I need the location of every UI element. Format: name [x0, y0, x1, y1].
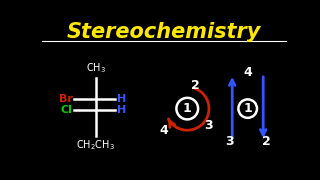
Text: H: H — [117, 94, 126, 104]
Text: 3: 3 — [225, 135, 233, 148]
Text: 2: 2 — [262, 135, 271, 148]
Text: 3: 3 — [204, 119, 213, 132]
Text: Stereochemistry: Stereochemistry — [67, 22, 261, 42]
Text: 4: 4 — [160, 124, 168, 137]
Text: 1: 1 — [183, 102, 192, 115]
Text: Cl: Cl — [61, 105, 73, 115]
Text: 4: 4 — [243, 66, 252, 79]
Text: H: H — [117, 105, 126, 115]
Text: CH$_3$: CH$_3$ — [86, 62, 106, 75]
Text: 2: 2 — [191, 79, 199, 92]
Text: CH$_2$CH$_3$: CH$_2$CH$_3$ — [76, 138, 115, 152]
Text: 1: 1 — [243, 102, 252, 115]
Text: Br: Br — [59, 94, 73, 104]
